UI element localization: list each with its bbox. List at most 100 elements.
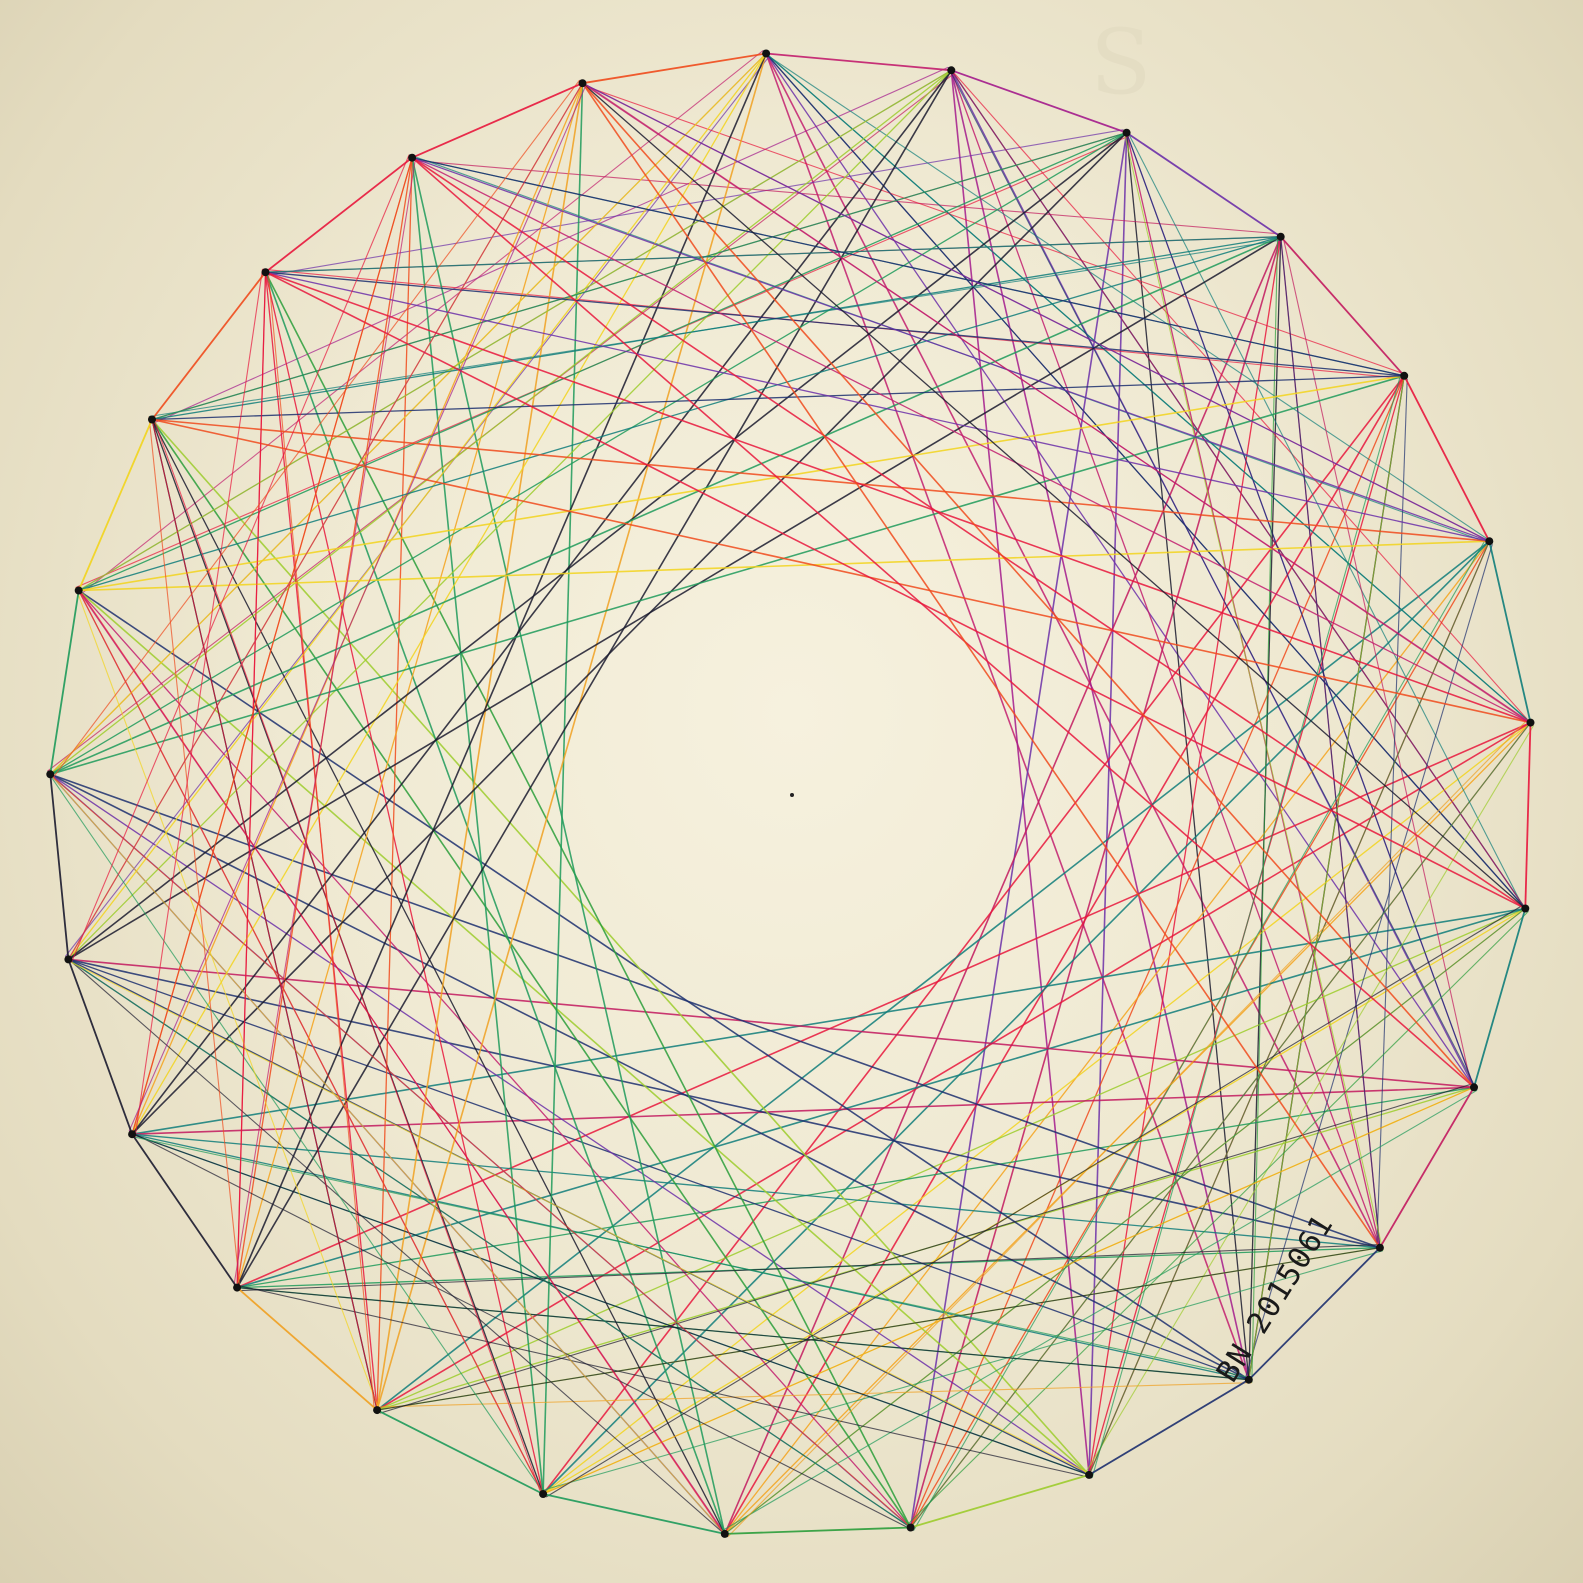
thread-line <box>49 235 1282 776</box>
nail <box>74 586 83 595</box>
outer-edge-thread <box>724 1526 911 1535</box>
thread-line <box>947 67 1478 1091</box>
thread-line <box>1248 375 1405 1380</box>
outer-edge-thread <box>376 1409 544 1495</box>
thread-line <box>913 537 1487 1531</box>
thread-line <box>240 1244 1377 1292</box>
thread-line <box>264 272 544 1495</box>
thread-line <box>154 422 541 1492</box>
thread-line <box>765 53 1381 1249</box>
thread-line <box>52 776 908 1525</box>
thread-line <box>581 82 1475 1088</box>
thread-line <box>49 773 726 1535</box>
outer-edge-thread <box>1488 541 1532 723</box>
thread-line <box>1088 236 1282 1475</box>
outer-edge-thread <box>49 774 70 960</box>
thread-line <box>542 375 1405 1495</box>
thread-line <box>724 540 1490 1535</box>
thread-line <box>75 587 381 1414</box>
thread-line <box>765 53 1250 1380</box>
thread-line <box>542 83 584 1495</box>
thread-line <box>50 773 1381 1249</box>
thread-line <box>67 69 952 960</box>
thread-line <box>78 540 1490 592</box>
thread-line <box>49 132 1127 775</box>
thread-line <box>237 1287 1249 1381</box>
outer-edge-thread <box>411 82 583 159</box>
thread-line <box>265 271 1405 377</box>
thread-line <box>585 85 1402 374</box>
nail <box>1521 904 1530 913</box>
thread-line <box>265 236 1281 273</box>
thread-line <box>46 770 547 1498</box>
thread-line <box>1376 378 1408 1245</box>
outer-edge-thread <box>766 52 952 72</box>
thread-line <box>727 719 1528 1538</box>
thread-line <box>265 271 1531 724</box>
thread-line <box>128 85 587 1132</box>
nail <box>233 1283 242 1292</box>
thread-line <box>151 419 912 1528</box>
outer-edge-thread <box>49 590 80 775</box>
thread-line <box>1251 233 1279 1383</box>
nail <box>408 153 417 162</box>
thread-line <box>131 157 413 1135</box>
thread-line <box>78 132 1127 592</box>
thread-line <box>236 53 767 1288</box>
thread-line <box>154 66 949 424</box>
thread-line <box>151 419 726 1535</box>
thread-line <box>68 958 1475 1089</box>
thread-line <box>236 83 584 1288</box>
thread-line <box>233 1284 1093 1479</box>
outer-edge-thread <box>1473 908 1527 1088</box>
thread-line <box>49 69 952 775</box>
thread-line <box>545 905 1523 1498</box>
nail <box>128 1130 137 1139</box>
thread-line <box>131 53 767 1135</box>
thread-line <box>268 129 1124 276</box>
thread-line <box>542 540 1490 1495</box>
nail <box>148 415 156 424</box>
thread-line <box>582 82 1531 724</box>
outer-edge-thread <box>542 1493 725 1535</box>
thread-line <box>1088 540 1490 1476</box>
thread-line <box>68 958 1250 1381</box>
nails <box>46 49 1535 1538</box>
outer-edge-thread <box>77 419 153 591</box>
outer-edge-thread <box>1524 722 1532 909</box>
thread-line <box>582 82 1490 542</box>
thread-line <box>131 132 1128 1135</box>
thread-line <box>542 1086 1475 1495</box>
nail <box>373 1406 382 1415</box>
thread-line <box>376 157 413 1411</box>
thread-line <box>376 907 1526 1411</box>
thread-line <box>131 1133 1090 1476</box>
thread-line <box>376 540 1490 1411</box>
thread-line <box>950 70 1381 1248</box>
thread-line <box>151 236 1281 421</box>
outer-edge-thread <box>264 156 413 273</box>
thread-line <box>539 1250 1384 1492</box>
thread-line <box>78 69 952 592</box>
nail <box>1276 232 1285 241</box>
thread-line <box>909 236 1282 1528</box>
outer-edge-thread <box>1379 1086 1475 1249</box>
background-faint-lettering: S <box>1090 10 1158 115</box>
thread-line <box>411 157 1475 1088</box>
thread-line <box>52 79 580 778</box>
thread-line <box>151 418 1090 1476</box>
thread-line <box>233 160 416 1285</box>
thread-line <box>1125 132 1250 1380</box>
thread-line <box>910 722 1531 1528</box>
thread-line <box>265 271 1490 542</box>
thread-line <box>71 961 1087 1473</box>
thread-line <box>411 157 1526 910</box>
thread-line <box>78 589 1090 1476</box>
thread-line <box>134 269 264 1138</box>
nail <box>1122 128 1131 137</box>
nail <box>1526 718 1535 727</box>
nail <box>578 79 587 88</box>
outer-edge-thread <box>1403 375 1491 542</box>
thread-line <box>1283 239 1472 1085</box>
